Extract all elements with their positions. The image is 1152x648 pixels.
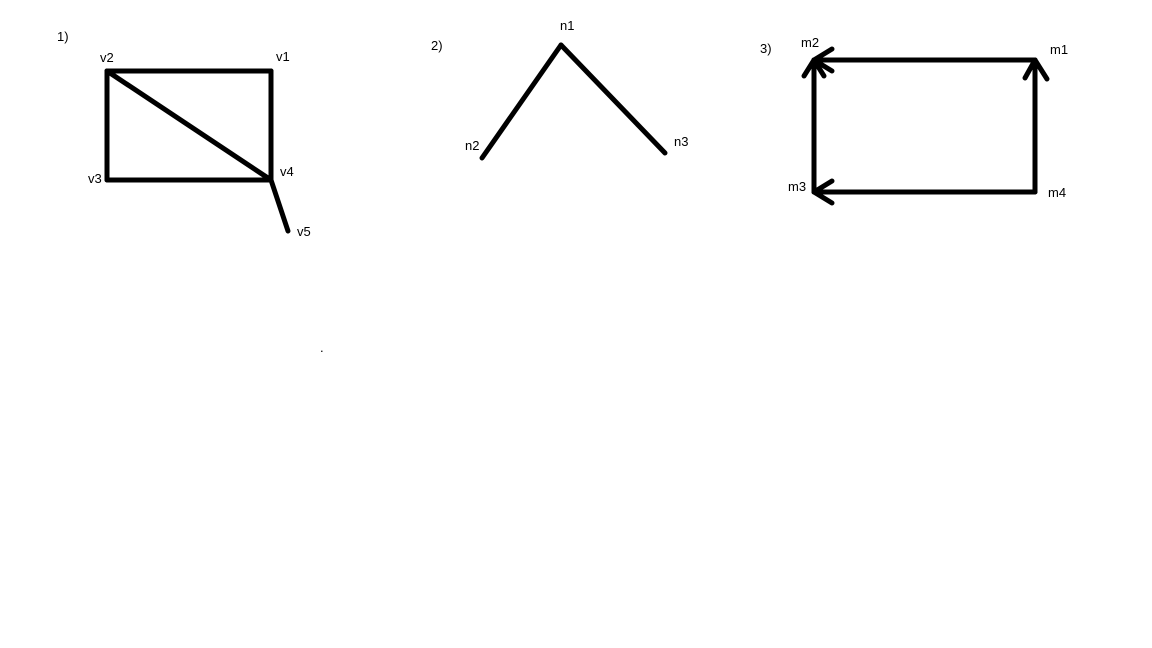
arrowhead-m4-m1 [1022, 57, 1050, 82]
diagram-1: 1) v1 v2 v3 v4 v5 [57, 29, 311, 239]
node-label-n3: n3 [674, 134, 688, 149]
diagram-2: 2) n1 n2 n3 [431, 18, 688, 161]
node-label-m2: m2 [801, 35, 819, 50]
edge-n1-n3 [558, 42, 668, 156]
node-label-v3: v3 [88, 171, 102, 186]
node-label-m4: m4 [1048, 185, 1066, 200]
node-label-v4: v4 [280, 164, 294, 179]
node-label-v1: v1 [276, 49, 290, 64]
stray-dot: . [320, 340, 324, 355]
diagram-3: 3) m1 m2 m3 m4 [760, 35, 1068, 206]
node-label-v5: v5 [297, 224, 311, 239]
edge-v2-v4 [104, 68, 274, 183]
node-label-n2: n2 [465, 138, 479, 153]
diagram-3-number: 3) [760, 41, 772, 56]
node-label-m1: m1 [1050, 42, 1068, 57]
diagram-2-number: 2) [431, 38, 443, 53]
node-label-n1: n1 [560, 18, 574, 33]
arrowhead-m4-m3 [811, 178, 835, 206]
node-label-v2: v2 [100, 50, 114, 65]
node-label-m3: m3 [788, 179, 806, 194]
diagram-1-number: 1) [57, 29, 69, 44]
edge-v4-v5 [268, 177, 291, 234]
arrowhead-m3-m2 [801, 57, 827, 79]
edge-n1-n2 [479, 42, 564, 161]
